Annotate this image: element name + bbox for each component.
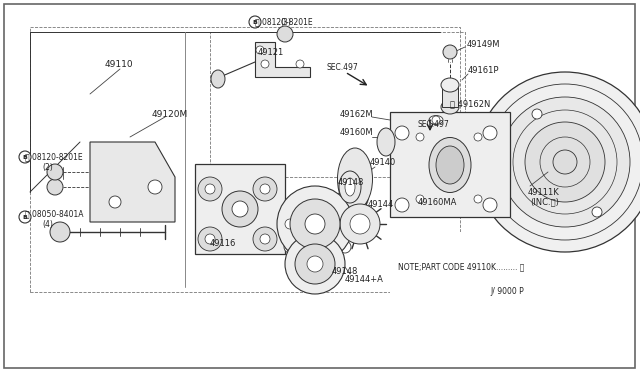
Circle shape xyxy=(284,241,296,253)
Circle shape xyxy=(500,97,630,227)
Circle shape xyxy=(47,179,63,195)
Circle shape xyxy=(475,72,640,252)
Ellipse shape xyxy=(211,70,225,88)
Text: 49121: 49121 xyxy=(258,48,284,57)
Circle shape xyxy=(592,207,602,217)
Circle shape xyxy=(339,241,351,253)
Text: 49160MA: 49160MA xyxy=(418,198,458,206)
Ellipse shape xyxy=(377,128,395,156)
Circle shape xyxy=(260,234,270,244)
Text: 49148: 49148 xyxy=(338,177,364,186)
Circle shape xyxy=(253,177,277,201)
Circle shape xyxy=(340,204,380,244)
Circle shape xyxy=(205,234,215,244)
Ellipse shape xyxy=(436,146,464,184)
Circle shape xyxy=(148,180,162,194)
Circle shape xyxy=(19,211,31,223)
Text: 49116: 49116 xyxy=(210,240,236,248)
Text: (4): (4) xyxy=(42,219,53,228)
Polygon shape xyxy=(90,142,175,222)
Text: 49144+A: 49144+A xyxy=(345,275,384,283)
Bar xyxy=(390,232,625,312)
Circle shape xyxy=(443,45,457,59)
Text: (INC.Ⓑ): (INC.Ⓑ) xyxy=(530,198,559,206)
Circle shape xyxy=(277,26,293,42)
Ellipse shape xyxy=(441,100,459,114)
Text: B: B xyxy=(253,19,257,25)
Polygon shape xyxy=(255,42,310,77)
Ellipse shape xyxy=(429,138,471,192)
Circle shape xyxy=(261,60,269,68)
Text: 49161P: 49161P xyxy=(468,65,499,74)
Text: NOTE;PART CODE 49110K......... Ⓐ: NOTE;PART CODE 49110K......... Ⓐ xyxy=(398,263,524,272)
Ellipse shape xyxy=(339,171,361,203)
Text: 49148: 49148 xyxy=(332,266,358,276)
Text: B: B xyxy=(22,215,28,219)
Bar xyxy=(195,164,285,254)
Bar xyxy=(390,112,510,217)
Bar xyxy=(210,32,465,177)
Circle shape xyxy=(205,184,215,194)
Circle shape xyxy=(260,184,270,194)
Text: 49149M: 49149M xyxy=(467,39,500,48)
Circle shape xyxy=(295,244,335,284)
Circle shape xyxy=(483,126,497,140)
Circle shape xyxy=(416,133,424,141)
Circle shape xyxy=(305,214,325,234)
Circle shape xyxy=(277,186,353,262)
Circle shape xyxy=(553,150,577,174)
Circle shape xyxy=(285,234,345,294)
Text: ⒲ 08050-8401A: ⒲ 08050-8401A xyxy=(25,209,83,218)
Ellipse shape xyxy=(429,115,443,125)
Circle shape xyxy=(249,16,261,28)
Circle shape xyxy=(296,60,304,68)
Text: 49140: 49140 xyxy=(370,157,396,167)
Circle shape xyxy=(483,198,497,212)
Circle shape xyxy=(532,109,542,119)
Text: 49144: 49144 xyxy=(368,199,394,208)
Text: 49111K: 49111K xyxy=(528,187,560,196)
Circle shape xyxy=(432,116,440,124)
Circle shape xyxy=(232,201,248,217)
Text: 49110: 49110 xyxy=(105,60,134,68)
Text: (3): (3) xyxy=(280,17,291,26)
Bar xyxy=(30,27,460,292)
Circle shape xyxy=(280,214,300,234)
Circle shape xyxy=(525,122,605,202)
Text: B: B xyxy=(22,154,28,160)
Circle shape xyxy=(395,126,409,140)
Circle shape xyxy=(416,195,424,203)
Text: (2): (2) xyxy=(42,163,52,171)
Text: J/ 9000 P: J/ 9000 P xyxy=(490,288,524,296)
Circle shape xyxy=(253,227,277,251)
Text: Ⓐ 49162N: Ⓐ 49162N xyxy=(450,99,490,109)
Circle shape xyxy=(290,199,340,249)
Circle shape xyxy=(474,133,482,141)
Ellipse shape xyxy=(337,148,372,210)
Circle shape xyxy=(222,191,258,227)
Circle shape xyxy=(285,219,295,229)
Circle shape xyxy=(350,214,370,234)
Text: 49162M: 49162M xyxy=(340,109,374,119)
Ellipse shape xyxy=(441,78,459,92)
Text: SEC.497: SEC.497 xyxy=(327,62,359,71)
Circle shape xyxy=(47,164,63,180)
Circle shape xyxy=(50,222,70,242)
Circle shape xyxy=(474,195,482,203)
Ellipse shape xyxy=(345,178,355,196)
Circle shape xyxy=(307,256,323,272)
Circle shape xyxy=(395,198,409,212)
Circle shape xyxy=(198,177,222,201)
Circle shape xyxy=(256,46,264,54)
Bar xyxy=(442,85,458,107)
Text: 49120M: 49120M xyxy=(152,109,188,119)
Text: 49160M: 49160M xyxy=(340,128,374,137)
Circle shape xyxy=(198,227,222,251)
Text: ⒲ 08120-8201E: ⒲ 08120-8201E xyxy=(255,17,312,26)
Circle shape xyxy=(109,196,121,208)
Text: ⒲ 08120-8201E: ⒲ 08120-8201E xyxy=(25,153,83,161)
Text: SEC.497: SEC.497 xyxy=(418,119,450,128)
Circle shape xyxy=(19,151,31,163)
